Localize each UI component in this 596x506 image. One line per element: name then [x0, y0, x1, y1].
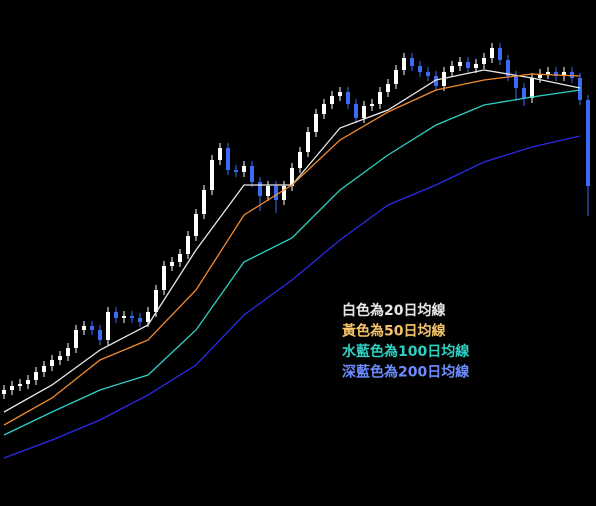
candle-body — [18, 384, 22, 386]
candle-body — [298, 152, 302, 168]
legend-entry: 深藍色為200日均線 — [342, 364, 469, 381]
candle-body — [434, 76, 438, 86]
candle-body — [554, 72, 558, 76]
candle-body — [34, 372, 38, 380]
legend-entry: 黃色為50日均線 — [341, 323, 445, 340]
legend-entry: 水藍色為100日均線 — [342, 343, 469, 360]
candle-body — [522, 88, 526, 98]
candle-body — [562, 72, 566, 76]
candle-body — [250, 166, 254, 182]
moving-average-line — [3, 135, 581, 459]
candle-body — [386, 84, 390, 92]
candle-body — [58, 356, 62, 360]
candle-body — [10, 386, 14, 390]
candle-body — [394, 70, 398, 84]
candle-body — [482, 58, 486, 64]
candle-body — [402, 58, 406, 70]
candle-body — [82, 326, 86, 330]
candle-body — [26, 380, 30, 384]
candle-body — [114, 312, 118, 318]
candle-body — [530, 78, 534, 98]
candle-body — [162, 266, 166, 290]
candle-body — [98, 330, 102, 340]
candle-body — [186, 236, 190, 254]
candle-body — [282, 186, 286, 200]
candle-body — [2, 390, 6, 394]
candle-body — [258, 182, 262, 196]
candle-body — [370, 104, 374, 106]
candle-body — [234, 170, 238, 172]
candle-body — [154, 290, 158, 312]
candle-body — [322, 104, 326, 114]
candle-body — [450, 66, 454, 72]
candle-body — [266, 186, 270, 196]
candle-body — [506, 60, 510, 76]
candle-body — [306, 132, 310, 152]
candle-body — [210, 160, 214, 190]
candle-body — [218, 148, 222, 160]
candle-body — [338, 92, 342, 96]
candle-body — [66, 348, 70, 356]
candle-body — [378, 92, 382, 104]
candle-body — [122, 316, 126, 318]
candle-body — [498, 48, 502, 60]
candle-body — [362, 106, 366, 118]
candle-body — [170, 262, 174, 266]
candle-body — [290, 168, 294, 186]
candle-body — [546, 72, 550, 74]
candle-body — [490, 48, 494, 58]
candle-body — [90, 326, 94, 330]
candle-body — [274, 186, 278, 200]
candle-body — [538, 74, 542, 78]
candle-body — [106, 312, 110, 340]
candle-body — [202, 190, 206, 214]
candle-body — [242, 166, 246, 172]
candle-body — [178, 254, 182, 262]
candle-body — [474, 64, 478, 68]
candle-body — [130, 316, 134, 318]
candle-body — [354, 104, 358, 118]
candle-body — [586, 100, 590, 186]
candle-body — [50, 360, 54, 366]
moving-average-line — [3, 69, 581, 413]
candle-body — [74, 330, 78, 348]
candle-body — [330, 96, 334, 104]
candle-body — [42, 366, 46, 372]
candle-body — [578, 78, 582, 100]
candle-body — [410, 58, 414, 66]
candle-body — [514, 76, 518, 88]
candle-body — [194, 214, 198, 236]
candle-body — [426, 72, 430, 76]
candle-body — [346, 92, 350, 104]
candle-body — [458, 62, 462, 66]
candle-body — [466, 62, 470, 68]
moving-average-line — [3, 73, 581, 426]
candle-body — [226, 148, 230, 170]
candle-body — [418, 66, 422, 72]
candle-body — [138, 318, 142, 322]
legend-entry: 白色為20日均線 — [342, 302, 445, 319]
candle-body — [314, 114, 318, 132]
candle-body — [442, 72, 446, 86]
candle-body — [146, 312, 150, 322]
candle-body — [570, 72, 574, 78]
moving-average-line — [3, 89, 581, 436]
